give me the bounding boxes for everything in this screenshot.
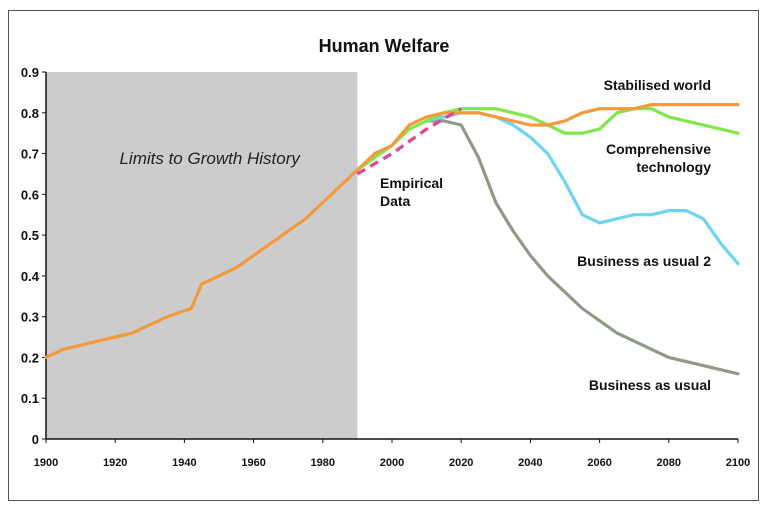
x-tick-label: 2000 (380, 457, 404, 469)
series-line-stabilised-world (44, 102, 740, 359)
chart-title: Human Welfare (319, 36, 450, 56)
y-tick-label: 0.2 (21, 350, 39, 365)
x-tick-label: 2020 (449, 457, 473, 469)
y-tick-label: 0.5 (21, 228, 39, 243)
y-tick-label: 0 (32, 432, 39, 447)
label-empirical-data: Empirical Data (380, 175, 443, 209)
series-layer (44, 102, 740, 376)
series-line-business-as-usual (425, 119, 740, 376)
x-tick-label: 1980 (311, 457, 335, 469)
history-shaded-region (46, 72, 358, 439)
series-line-business-as-usual-2 (425, 111, 740, 266)
history-region-label: Limits to Growth History (119, 149, 301, 168)
y-tick-label: 0.1 (21, 391, 39, 406)
y-tick-label: 0.6 (21, 187, 39, 202)
label-business-as-usual-2: Business as usual 2 (577, 253, 711, 269)
x-tick-label: 1960 (241, 457, 265, 469)
y-tick-label: 0.3 (21, 310, 39, 325)
x-tick-label: 2100 (726, 457, 750, 469)
label-comprehensive-technology: Comprehensive technology (606, 141, 711, 175)
y-tick-label: 0.9 (21, 65, 39, 80)
x-tick-label: 1900 (34, 457, 58, 469)
series-line-empirical-data (356, 107, 463, 176)
y-tick-label: 0.7 (21, 147, 39, 162)
label-business-as-usual: Business as usual (589, 377, 711, 393)
x-tick-label: 2060 (587, 457, 611, 469)
x-tick-label: 2040 (518, 457, 542, 469)
series-labels: Stabilised world Comprehensive technology B… (380, 77, 711, 393)
x-tick-label: 2080 (657, 457, 681, 469)
y-tick-label: 0.4 (21, 269, 40, 284)
axes: 0 0.1 0.2 0.3 0.4 0.5 0.6 0.7 0.8 0.9 1900 1920 1940… (21, 65, 750, 469)
x-tick-label: 1920 (103, 457, 127, 469)
x-tick-label: 1940 (172, 457, 196, 469)
label-stabilised-world: Stabilised world (604, 77, 711, 93)
series-line-comprehensive-technology (355, 107, 740, 172)
y-tick-label: 0.8 (21, 106, 39, 121)
